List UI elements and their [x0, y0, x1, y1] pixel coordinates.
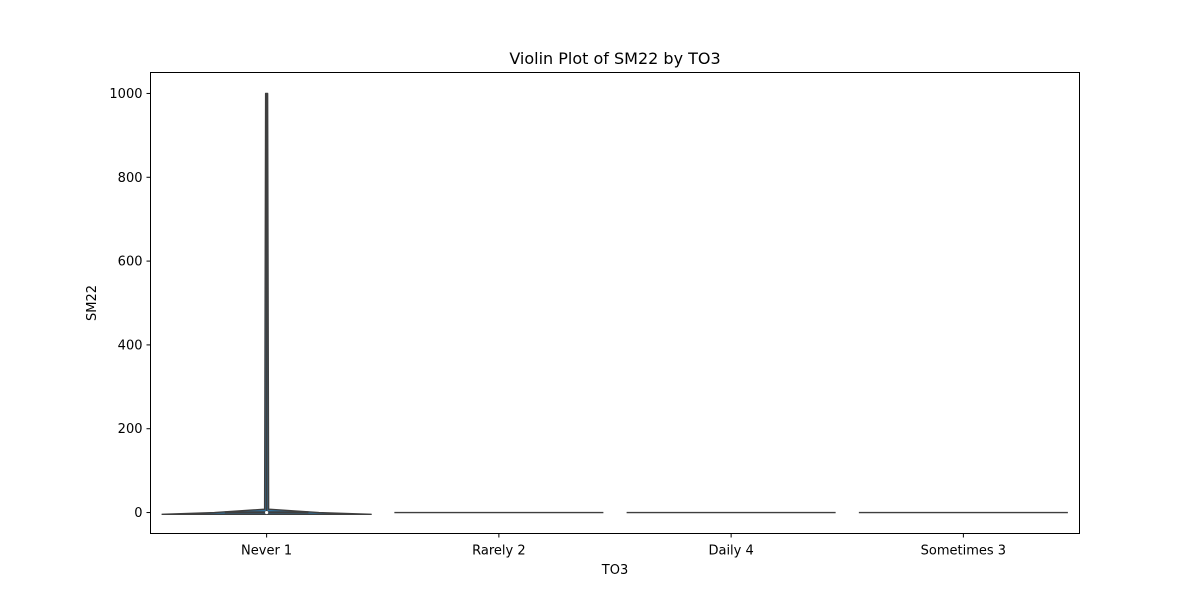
- plot-frame: [150, 72, 1080, 534]
- x-tick-label: Sometimes 3: [921, 544, 1006, 559]
- x-tick-label: Daily 4: [708, 544, 753, 559]
- violins-group: [161, 92, 1068, 516]
- y-tick-label: 1000: [109, 87, 142, 102]
- chart-title: Violin Plot of SM22 by TO3: [509, 49, 720, 68]
- y-axis: 0 200 400 600 800 1000: [109, 87, 151, 521]
- x-tick-label: Rarely 2: [472, 544, 525, 559]
- y-tick-label: 200: [118, 422, 143, 437]
- x-axis: Never 1 Rarely 2 Daily 4 Sometimes 3: [241, 533, 1006, 559]
- y-tick-label: 800: [118, 171, 143, 186]
- y-tick-label: 0: [134, 506, 142, 521]
- y-tick-label: 600: [118, 255, 143, 270]
- x-axis-title: TO3: [601, 563, 628, 578]
- y-axis-title: SM22: [85, 285, 100, 321]
- x-tick-label: Never 1: [241, 544, 292, 559]
- y-tick-label: 400: [118, 338, 143, 353]
- violin-median: [265, 510, 269, 515]
